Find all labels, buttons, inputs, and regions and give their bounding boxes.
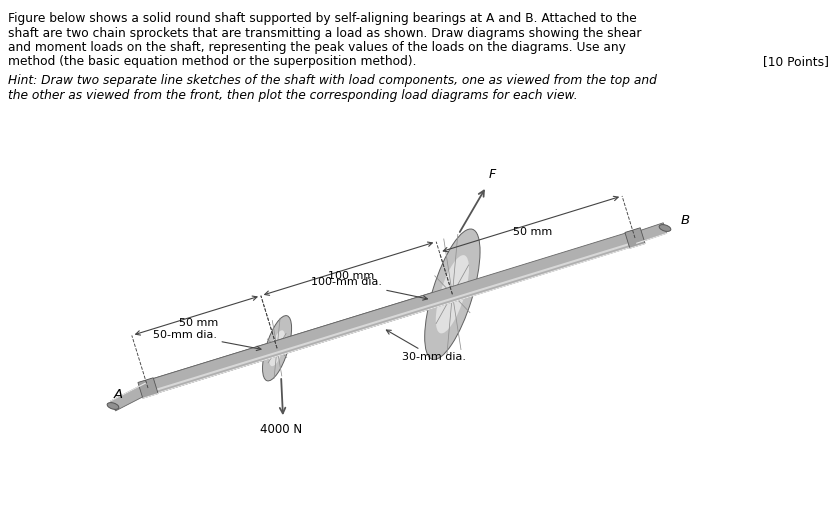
Ellipse shape (107, 403, 119, 409)
Polygon shape (145, 231, 636, 395)
Text: Hint: Draw two separate line sketches of the shaft with load components, one as : Hint: Draw two separate line sketches of… (8, 74, 656, 87)
Text: 50 mm: 50 mm (512, 227, 552, 237)
Text: Figure below shows a solid round shaft supported by self-aligning bearings at A : Figure below shows a solid round shaft s… (8, 12, 636, 25)
Text: [10 Points]: [10 Points] (762, 56, 828, 68)
Ellipse shape (424, 229, 480, 359)
Ellipse shape (263, 316, 291, 381)
Text: shaft are two chain sprockets that are transmitting a load as shown. Draw diagra: shaft are two chain sprockets that are t… (8, 26, 640, 40)
Polygon shape (274, 287, 454, 355)
Text: A: A (114, 387, 122, 401)
Polygon shape (110, 383, 150, 411)
Polygon shape (145, 341, 279, 395)
Text: 30-mm dia.: 30-mm dia. (386, 330, 466, 363)
Ellipse shape (659, 225, 670, 231)
Polygon shape (624, 228, 645, 248)
Polygon shape (633, 223, 666, 243)
Text: 100-mm dia.: 100-mm dia. (311, 277, 427, 300)
Text: the other as viewed from the front, then plot the corresponding load diagrams fo: the other as viewed from the front, then… (8, 89, 577, 101)
Text: 4000 N: 4000 N (260, 423, 302, 436)
Ellipse shape (436, 255, 468, 333)
Text: 100 mm: 100 mm (328, 271, 374, 281)
Text: 50-mm dia.: 50-mm dia. (152, 330, 261, 351)
Polygon shape (138, 378, 158, 398)
Text: F: F (487, 168, 495, 181)
Text: B: B (681, 214, 690, 227)
Text: and moment loads on the shaft, representing the peak values of the loads on the : and moment loads on the shaft, represent… (8, 41, 625, 54)
Ellipse shape (268, 330, 285, 366)
Text: 50 mm: 50 mm (179, 318, 218, 328)
Text: method (the basic equation method or the superposition method).: method (the basic equation method or the… (8, 56, 416, 68)
